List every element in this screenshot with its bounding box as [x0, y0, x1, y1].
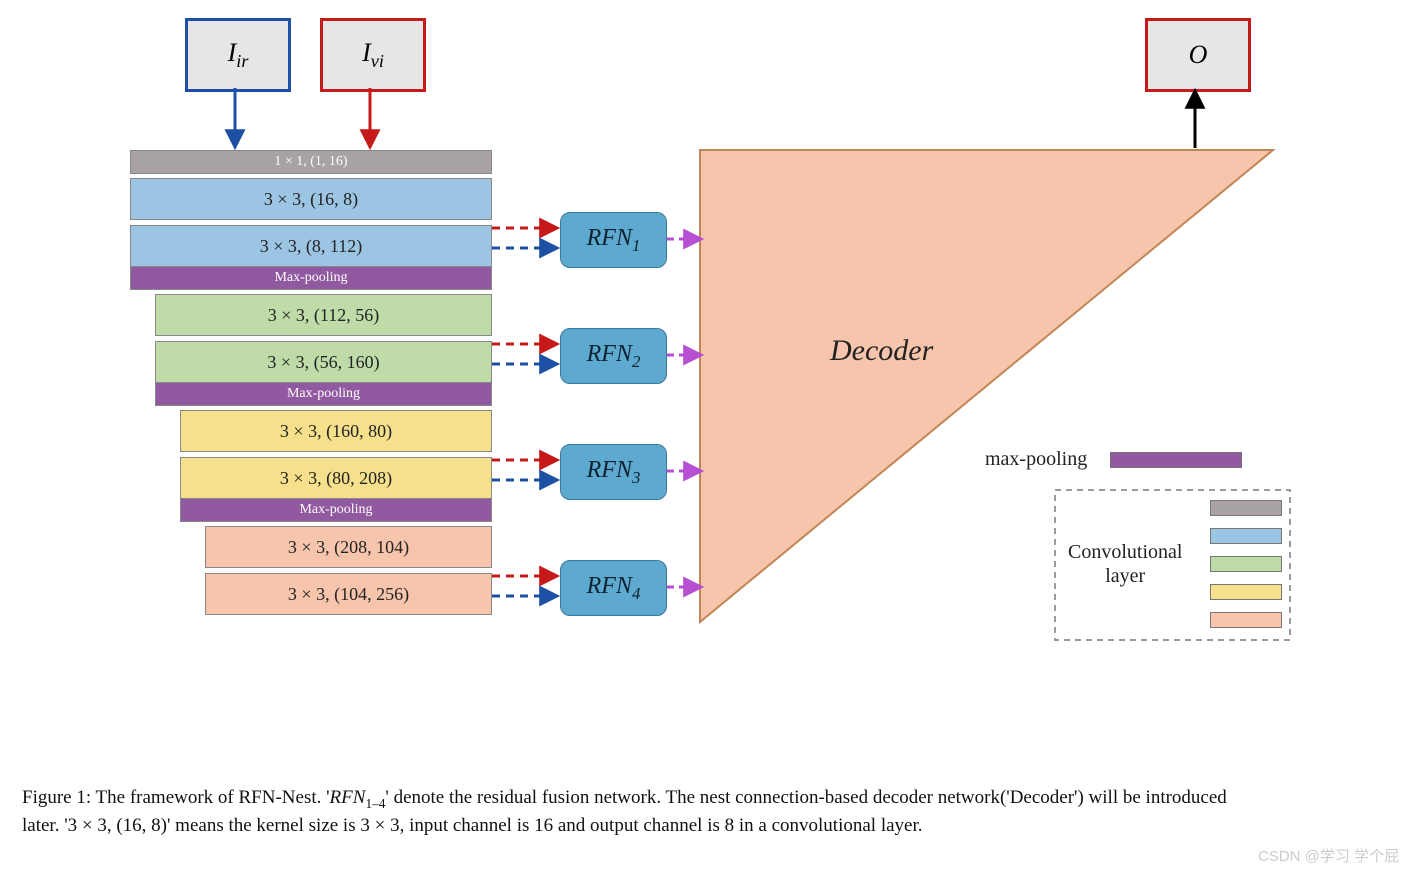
rfn-1-label: RFN1	[587, 225, 641, 256]
legend-conv-swatch-orange	[1210, 612, 1282, 628]
legend-maxpool-label: max-pooling	[985, 448, 1087, 471]
legend-conv-swatch-gray	[1210, 500, 1282, 516]
legend-conv-swatch-blue	[1210, 528, 1282, 544]
enc-to-rfn-2	[492, 344, 556, 364]
maxpool-3: Max-pooling	[180, 498, 492, 522]
rfn-3-box: RFN3	[560, 444, 667, 500]
enc-to-rfn-1	[492, 228, 556, 248]
conv-b3a: 3 × 3, (160, 80)	[180, 410, 492, 452]
input-ir-label: Iir	[228, 38, 249, 72]
input-vi-box: Ivi	[320, 18, 426, 92]
enc-to-rfn-3	[492, 460, 556, 480]
rfn-2-box: RFN2	[560, 328, 667, 384]
decoder-label: Decoder	[829, 334, 934, 367]
figure-caption: Figure 1: The framework of RFN-Nest. 'RF…	[22, 785, 1402, 838]
conv-init: 1 × 1, (1, 16)	[130, 150, 492, 174]
conv-b2b: 3 × 3, (56, 160)	[155, 341, 492, 383]
watermark-text: CSDN @学习 学个屁	[1258, 845, 1399, 866]
legend-conv-swatch-yellow	[1210, 584, 1282, 600]
conv-b1a: 3 × 3, (16, 8)	[130, 178, 492, 220]
enc-to-rfn-4	[492, 576, 556, 596]
conv-b2a: 3 × 3, (112, 56)	[155, 294, 492, 336]
decoder-triangle	[700, 150, 1273, 622]
rfn-2-label: RFN2	[587, 341, 641, 372]
rfn-4-box: RFN4	[560, 560, 667, 616]
legend-maxpool-swatch	[1110, 452, 1242, 468]
legend-conv-swatch-green	[1210, 556, 1282, 572]
conv-b3b: 3 × 3, (80, 208)	[180, 457, 492, 499]
input-ir-box: Iir	[185, 18, 291, 92]
maxpool-1: Max-pooling	[130, 266, 492, 290]
rfn-4-label: RFN4	[587, 573, 641, 604]
rfn-1-box: RFN1	[560, 212, 667, 268]
legend-conv-label: Convolutionallayer	[1068, 540, 1182, 588]
output-box: O	[1145, 18, 1251, 92]
conv-b4a: 3 × 3, (208, 104)	[205, 526, 492, 568]
conv-b1b: 3 × 3, (8, 112)	[130, 225, 492, 267]
input-vi-label: Ivi	[362, 38, 384, 72]
rfn-3-label: RFN3	[587, 457, 641, 488]
conv-b4b: 3 × 3, (104, 256)	[205, 573, 492, 615]
output-label: O	[1189, 40, 1208, 70]
maxpool-2: Max-pooling	[155, 382, 492, 406]
